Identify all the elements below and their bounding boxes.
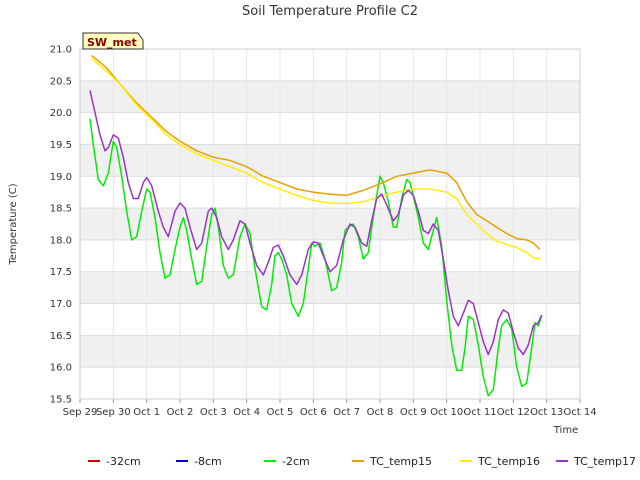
legend-label: -2cm xyxy=(282,455,310,468)
plot-frame xyxy=(79,48,581,400)
badge-box xyxy=(82,32,144,50)
legend-label: TC_temp17 xyxy=(573,455,636,468)
legend-item: -32cm xyxy=(88,455,141,468)
y-tick-label: 19.5 xyxy=(50,140,72,151)
background-band xyxy=(80,335,580,368)
plot-background-bands xyxy=(80,49,580,399)
x-tick-label: Oct 3 xyxy=(200,407,227,418)
x-tick-label: Oct 2 xyxy=(167,407,194,418)
x-axis-label: Time xyxy=(553,425,578,436)
y-tick-labels: 15.5 16.0 16.5 17.0 17.5 18.0 18.5 19.0 19.5 20.0… xyxy=(50,45,72,406)
x-tick-label: Oct 5 xyxy=(267,407,294,418)
series-line-tc-temp16 xyxy=(91,57,541,260)
legend-item: TC_temp16 xyxy=(460,455,540,468)
legend-item: TC_temp17 xyxy=(556,455,636,468)
x-tick-label: Oct 1 xyxy=(133,407,160,418)
legend-label: TC_temp15 xyxy=(369,455,432,468)
legend-item: TC_temp15 xyxy=(352,455,432,468)
x-tick-label: Oct 10 xyxy=(430,407,463,418)
background-band xyxy=(80,144,580,177)
y-tick-label: 18.0 xyxy=(50,235,72,246)
y-tick-label: 17.0 xyxy=(50,299,72,310)
x-tick-label: Sep 29 xyxy=(63,407,98,418)
badge: SW_met xyxy=(82,32,144,50)
y-tick-label: 16.5 xyxy=(50,331,72,342)
series-line-2cm xyxy=(89,118,543,397)
legend-item: -8cm xyxy=(176,455,222,468)
y-tick-label: 18.5 xyxy=(50,204,72,215)
badge-label: SW_met xyxy=(87,36,137,49)
gridlines xyxy=(79,48,581,403)
series-line-tc-temp15 xyxy=(91,54,541,251)
x-tick-label: Oct 12 xyxy=(497,407,530,418)
legend-label: -32cm xyxy=(106,455,141,468)
y-tick-label: 20.5 xyxy=(50,76,72,87)
x-tick-label: Sep 30 xyxy=(96,407,131,418)
x-tick-label: Oct 8 xyxy=(367,407,394,418)
series-line-tc-temp17 xyxy=(89,90,543,356)
chart-title: Soil Temperature Profile C2 xyxy=(242,4,418,19)
y-tick-label: 19.0 xyxy=(50,172,72,183)
y-axis-label: Temperature (C) xyxy=(8,183,19,265)
x-tick-label: Oct 4 xyxy=(233,407,260,418)
legend-label: -8cm xyxy=(194,455,222,468)
series-lines xyxy=(89,54,543,397)
y-tick-label: 15.5 xyxy=(50,395,72,406)
legend-label: TC_temp16 xyxy=(477,455,540,468)
background-band xyxy=(80,80,580,113)
background-band xyxy=(80,271,580,304)
x-tick-label: Oct 13 xyxy=(530,407,563,418)
y-tick-label: 17.5 xyxy=(50,267,72,278)
x-tick-label: Oct 11 xyxy=(463,407,496,418)
x-tick-label: Oct 9 xyxy=(400,407,427,418)
y-tick-label: 20.0 xyxy=(50,108,72,119)
x-tick-label: Oct 6 xyxy=(300,407,327,418)
legend-item: -2cm xyxy=(264,455,310,468)
legend: -32cm -8cm -2cm TC_temp15 TC_temp16 TC_temp17 xyxy=(88,455,636,468)
y-tick-label: 16.0 xyxy=(50,363,72,374)
x-tick-label: Oct 7 xyxy=(333,407,360,418)
background-band xyxy=(80,208,580,240)
y-tick-label: 21.0 xyxy=(50,45,72,56)
x-tick-label: Oct 14 xyxy=(563,407,596,418)
